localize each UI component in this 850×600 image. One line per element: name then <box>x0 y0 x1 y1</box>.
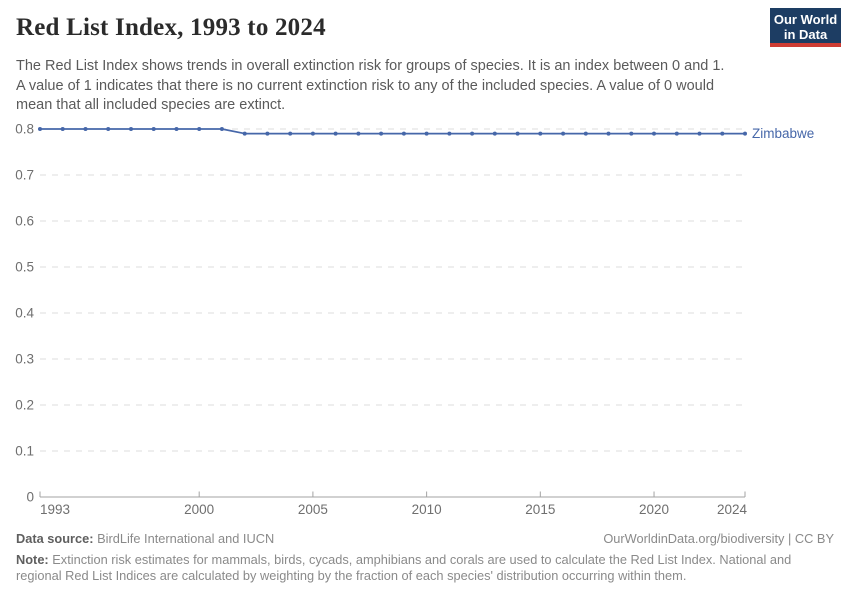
data-point <box>697 131 702 136</box>
data-point <box>219 127 224 131</box>
chart-subtitle: The Red List Index shows trends in overa… <box>16 57 761 116</box>
data-point <box>561 131 566 136</box>
x-axis-tick-label: 2000 <box>184 502 214 517</box>
data-point <box>288 131 293 136</box>
data-point <box>265 131 270 136</box>
series-entity-label: Zimbabwe <box>752 126 814 141</box>
data-point <box>492 131 497 136</box>
x-axis-tick-label: 1993 <box>40 502 70 517</box>
data-point <box>538 131 543 136</box>
data-point <box>720 131 725 136</box>
data-source-label: Data source: <box>16 531 94 546</box>
series-line <box>40 128 745 135</box>
data-point <box>60 127 65 131</box>
data-point <box>356 131 361 136</box>
y-axis-tick-label: 0.4 <box>15 306 34 321</box>
note-line: Extinction risk estimates for mammals, b… <box>48 551 792 567</box>
x-axis-tick-label: 2015 <box>525 502 555 517</box>
subtitle-line: A value of 1 indicates that there is no … <box>16 77 715 94</box>
data-source: Data source: BirdLife International and … <box>16 531 274 548</box>
owid-logo-line1: Our World <box>773 12 838 27</box>
data-point <box>674 131 679 136</box>
y-axis-tick-label: 0.7 <box>15 168 34 183</box>
y-axis-tick-label: 0.8 <box>15 122 34 137</box>
data-point <box>629 131 634 136</box>
chart-footer: Data source: BirdLife International and … <box>16 531 834 585</box>
x-axis-tick-label: 2005 <box>298 502 328 517</box>
data-point <box>470 131 475 136</box>
data-point <box>447 131 452 136</box>
y-axis-tick-label: 0.1 <box>15 444 34 459</box>
y-axis-tick-label: 0.3 <box>15 352 34 367</box>
data-point <box>606 131 611 136</box>
data-point <box>174 127 179 131</box>
data-point <box>333 131 338 136</box>
data-point <box>83 127 88 131</box>
data-point <box>151 127 156 131</box>
x-axis-tick-label: 2010 <box>412 502 442 517</box>
data-point <box>106 127 111 131</box>
data-point <box>424 131 429 136</box>
owid-attribution-link[interactable]: OurWorldinData.org/biodiversity | CC BY <box>603 531 834 546</box>
data-point <box>129 127 133 131</box>
subtitle-line: The Red List Index shows trends in overa… <box>16 58 725 74</box>
data-point <box>197 127 202 131</box>
y-axis-tick-label: 0 <box>26 490 34 505</box>
x-axis-tick-label: 2020 <box>639 502 669 517</box>
data-point <box>310 131 315 136</box>
note-label: Note: <box>16 551 49 567</box>
y-axis-tick-label: 0.5 <box>15 260 34 275</box>
data-point <box>401 131 406 136</box>
data-point <box>743 131 747 136</box>
y-axis-tick-label: 0.6 <box>15 214 34 229</box>
data-point <box>38 127 42 131</box>
owid-logo-line2: in Data <box>783 27 828 42</box>
data-point <box>515 131 520 136</box>
data-point <box>583 131 588 136</box>
data-point <box>652 131 656 136</box>
owid-logo[interactable]: Our World in Data <box>770 8 841 47</box>
note-line: regional Red List Indices are calculated… <box>16 568 687 583</box>
y-axis-tick-label: 0.2 <box>15 398 34 413</box>
page-title: Red List Index, 1993 to 2024 <box>16 14 326 41</box>
chart-note: Note: Extinction risk estimates for mamm… <box>16 552 816 585</box>
data-point <box>242 131 247 136</box>
x-axis-tick-label: 2024 <box>717 502 748 517</box>
data-point <box>379 131 384 136</box>
subtitle-line: mean that all included species are extin… <box>16 97 286 113</box>
data-source-value: BirdLife International and IUCN <box>93 531 275 546</box>
